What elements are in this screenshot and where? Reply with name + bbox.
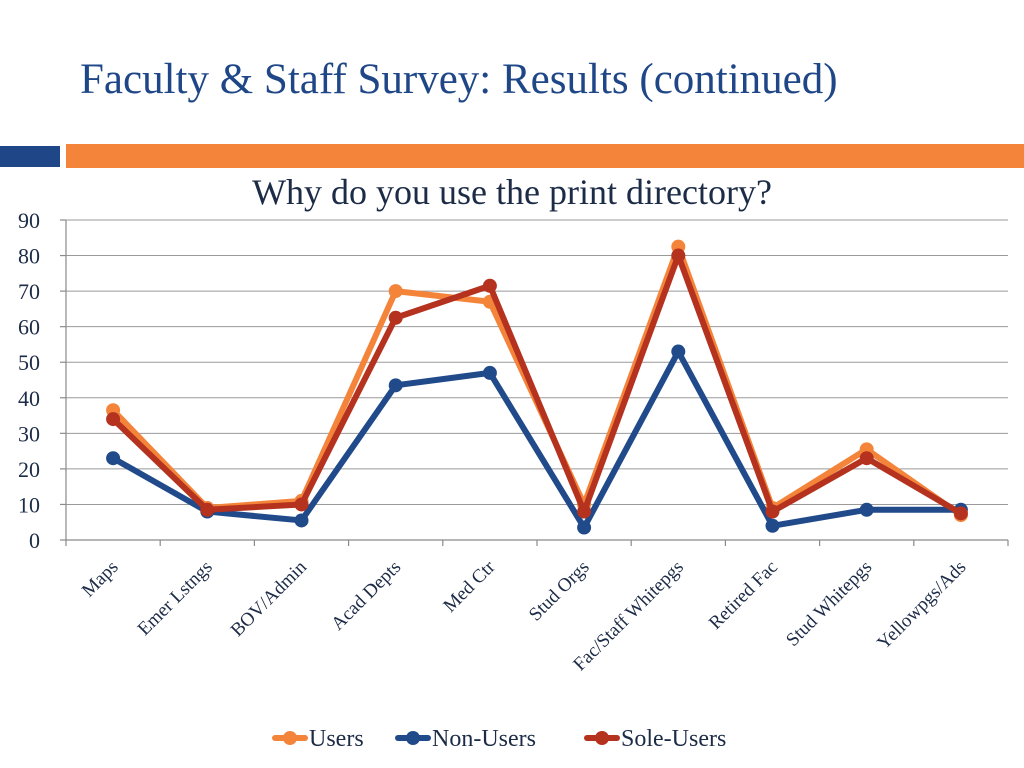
x-tick-label: Stud Whitepgs (782, 557, 876, 651)
data-point (388, 378, 403, 393)
y-tick-label: 40 (18, 386, 40, 411)
series-non-users (106, 344, 968, 535)
x-tick-label: Retired Fac (705, 557, 782, 634)
legend-label: Users (309, 726, 364, 752)
data-point (388, 310, 403, 325)
accent-bar-right (66, 144, 1024, 168)
y-tick-label: 50 (18, 350, 40, 375)
legend-marker (406, 731, 420, 745)
x-tick-label: Med Ctr (439, 556, 499, 616)
legend-label: Non-Users (432, 726, 536, 752)
y-tick-label: 30 (18, 421, 40, 446)
y-tick-label: 90 (18, 208, 40, 233)
axes (60, 219, 1009, 546)
y-axis-ticks: 0 10 20 30 40 50 60 70 80 90 (18, 208, 40, 553)
legend: Users Non-Users Sole-Users (272, 726, 726, 752)
data-point (294, 513, 309, 528)
data-point (388, 284, 403, 299)
y-tick-label: 20 (18, 457, 40, 482)
slide-title: Faculty & Staff Survey: Results (continu… (80, 56, 838, 103)
x-tick-label: Stud Orgs (525, 557, 594, 626)
data-point (671, 248, 686, 263)
x-axis-ticks: Maps Emer Lstngs BOV/Admin Acad Depts Med Ct… (78, 556, 971, 675)
legend-item: Users (272, 726, 364, 752)
data-point (482, 278, 497, 293)
series (106, 239, 968, 535)
data-point (106, 412, 121, 427)
x-tick-label: Maps (78, 557, 123, 602)
data-point (577, 504, 592, 519)
series-sole-users (106, 248, 968, 521)
data-point (859, 451, 874, 466)
series-line (110, 348, 964, 531)
y-tick-label: 10 (18, 492, 40, 517)
data-point (200, 502, 215, 517)
x-tick-label: Acad Depts (327, 557, 405, 635)
x-tick-label: Emer Lstngs (134, 557, 217, 640)
x-tick-label: BOV/Admin (227, 556, 312, 641)
data-point (482, 365, 497, 380)
data-point (859, 502, 874, 517)
data-point (765, 518, 780, 533)
data-point (765, 504, 780, 519)
data-point (953, 506, 968, 521)
y-tick-label: 70 (18, 279, 40, 304)
series-line (110, 252, 964, 517)
data-point (294, 497, 309, 512)
legend-label: Sole-Users (621, 726, 726, 752)
x-tick-label: Yellowpgs/Ads (873, 557, 970, 654)
y-tick-label: 60 (18, 315, 40, 340)
legend-item: Sole-Users (584, 726, 726, 752)
chart-title: Why do you use the print directory? (252, 172, 772, 212)
legend-item: Non-Users (395, 726, 536, 752)
y-tick-label: 80 (18, 244, 40, 269)
accent-bar-left (0, 146, 60, 167)
legend-marker (283, 731, 297, 745)
legend-marker (595, 731, 609, 745)
data-point (671, 344, 686, 359)
data-point (106, 451, 121, 466)
data-point (577, 520, 592, 535)
series-users (106, 239, 968, 523)
y-tick-label: 0 (29, 528, 40, 553)
